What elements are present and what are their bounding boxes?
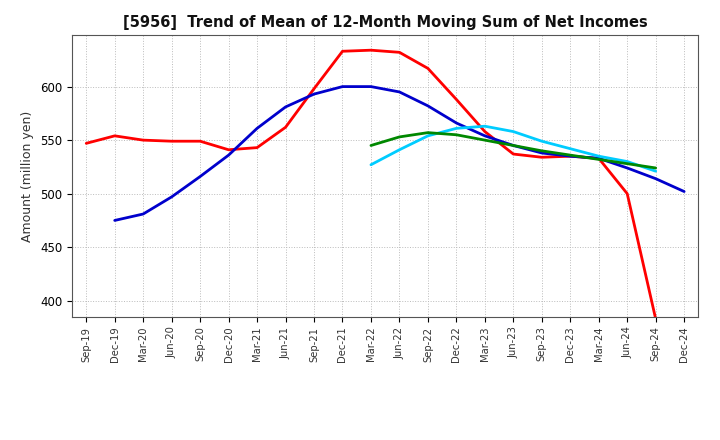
10 Years xyxy=(480,137,489,143)
3 Years xyxy=(623,191,631,196)
Line: 5 Years: 5 Years xyxy=(114,87,684,220)
7 Years xyxy=(395,147,404,152)
10 Years xyxy=(623,161,631,166)
5 Years xyxy=(167,194,176,199)
5 Years xyxy=(680,189,688,194)
3 Years xyxy=(595,156,603,161)
5 Years xyxy=(395,89,404,95)
10 Years xyxy=(652,165,660,171)
10 Years xyxy=(509,143,518,148)
3 Years xyxy=(253,145,261,150)
5 Years xyxy=(623,165,631,171)
3 Years xyxy=(196,139,204,144)
3 Years xyxy=(509,151,518,157)
3 Years xyxy=(395,50,404,55)
5 Years xyxy=(652,176,660,181)
3 Years xyxy=(139,137,148,143)
7 Years xyxy=(452,126,461,131)
10 Years xyxy=(537,148,546,154)
5 Years xyxy=(509,143,518,148)
3 Years xyxy=(167,139,176,144)
7 Years xyxy=(652,169,660,174)
3 Years xyxy=(452,97,461,102)
5 Years xyxy=(253,126,261,131)
7 Years xyxy=(566,146,575,151)
3 Years xyxy=(338,49,347,54)
5 Years xyxy=(595,156,603,161)
5 Years xyxy=(423,103,432,109)
5 Years xyxy=(338,84,347,89)
5 Years xyxy=(566,154,575,159)
3 Years xyxy=(82,141,91,146)
10 Years xyxy=(423,130,432,135)
7 Years xyxy=(537,139,546,144)
10 Years xyxy=(366,143,375,148)
3 Years xyxy=(566,154,575,159)
3 Years xyxy=(110,133,119,139)
5 Years xyxy=(310,92,318,97)
3 Years xyxy=(480,129,489,134)
10 Years xyxy=(395,134,404,139)
5 Years xyxy=(452,121,461,126)
10 Years xyxy=(595,157,603,162)
Line: 10 Years: 10 Years xyxy=(371,132,656,168)
5 Years xyxy=(480,133,489,139)
3 Years xyxy=(423,66,432,71)
Line: 7 Years: 7 Years xyxy=(371,126,656,171)
5 Years xyxy=(110,218,119,223)
7 Years xyxy=(423,133,432,139)
7 Years xyxy=(623,159,631,164)
7 Years xyxy=(595,154,603,159)
3 Years xyxy=(310,86,318,92)
7 Years xyxy=(480,124,489,129)
Title: [5956]  Trend of Mean of 12-Month Moving Sum of Net Incomes: [5956] Trend of Mean of 12-Month Moving … xyxy=(123,15,647,30)
Y-axis label: Amount (million yen): Amount (million yen) xyxy=(22,110,35,242)
Line: 3 Years: 3 Years xyxy=(86,50,656,319)
5 Years xyxy=(537,150,546,156)
7 Years xyxy=(509,129,518,134)
3 Years xyxy=(652,316,660,322)
10 Years xyxy=(452,132,461,137)
5 Years xyxy=(225,153,233,158)
5 Years xyxy=(196,174,204,179)
3 Years xyxy=(282,125,290,130)
5 Years xyxy=(282,104,290,110)
3 Years xyxy=(537,154,546,160)
10 Years xyxy=(566,153,575,158)
3 Years xyxy=(225,147,233,152)
5 Years xyxy=(139,211,148,216)
3 Years xyxy=(366,48,375,53)
5 Years xyxy=(366,84,375,89)
7 Years xyxy=(366,162,375,167)
